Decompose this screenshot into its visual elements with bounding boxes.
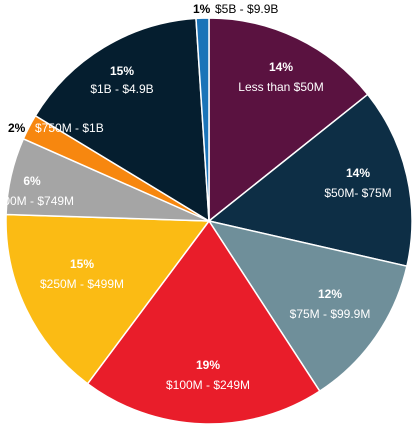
- slice-category-label-2: $50M- $75M: [324, 186, 391, 200]
- slice-category-label-9: $5B - $9.9B: [215, 2, 278, 16]
- slice-category-label-3: $75M - $99.9M: [290, 307, 371, 321]
- slice-category-label-4: $100M - $249M: [166, 378, 250, 392]
- pie-slice-9: [195, 17, 210, 222]
- slice-category-label-5: $250M - $499M: [40, 277, 124, 291]
- pie-labels: 14% Less than $50M 14% $50M- $75M 12% $75M - …: [0, 2, 392, 392]
- pie-slice-1: [208, 17, 369, 223]
- slice-percent-label-2: 14%: [346, 166, 370, 180]
- slice-category-label-7: $750M - $1B: [35, 121, 104, 135]
- slice-category-label-6: $500M - $749M: [0, 194, 74, 208]
- slice-percent-label-8: 15%: [110, 64, 134, 78]
- slice-percent-label-7: 2%: [8, 121, 26, 135]
- slice-percent-label-6: 6%: [23, 174, 41, 188]
- pie-slice-3: [207, 219, 408, 393]
- pie-slice-8: [34, 17, 210, 223]
- pie-slice-4: [86, 219, 321, 425]
- slice-percent-label-1: 14%: [269, 60, 293, 74]
- pie-slices: [5, 17, 413, 425]
- slice-category-label-1: Less than $50M: [238, 80, 323, 94]
- slice-percent-label-9: 1%: [193, 2, 211, 16]
- pie-slice-5: [5, 213, 211, 385]
- slice-percent-label-3: 12%: [318, 287, 342, 301]
- pie-slice-2: [207, 93, 413, 268]
- slice-percent-label-5: 15%: [70, 257, 94, 271]
- slice-category-label-8: $1B - $4.9B: [90, 82, 153, 96]
- slice-percent-label-4: 19%: [196, 358, 220, 372]
